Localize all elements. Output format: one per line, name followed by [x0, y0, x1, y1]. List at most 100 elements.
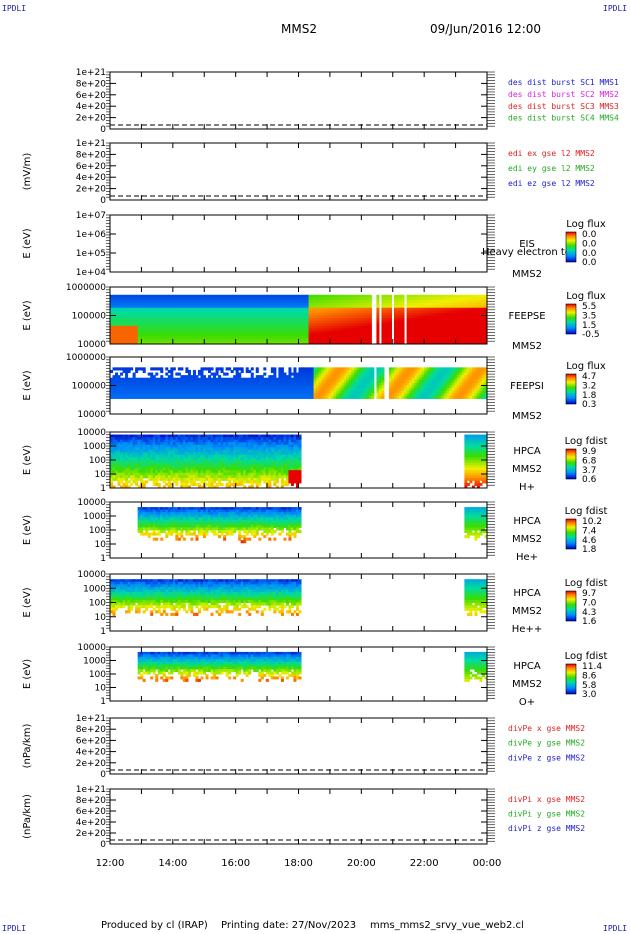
spectrogram-cell — [341, 395, 345, 399]
spectrogram-cell — [293, 325, 297, 329]
spectrogram-cell — [270, 336, 274, 340]
spectrogram-cell — [225, 377, 229, 381]
spectrogram-cell — [205, 338, 209, 342]
spectrogram-cell — [250, 294, 254, 298]
spectrogram-cell — [308, 382, 312, 386]
spectrogram-cell — [394, 338, 398, 342]
spectrogram-cell — [283, 390, 287, 394]
spectrogram-cell — [223, 336, 227, 340]
spectrogram-cell — [439, 297, 443, 301]
spectrogram-cell — [130, 377, 134, 381]
spectrogram-cell — [208, 336, 212, 340]
spectrogram-cell — [285, 331, 289, 335]
spectrogram-cell — [265, 336, 269, 340]
spectrogram-cell — [235, 299, 239, 304]
spectrogram-cell — [117, 447, 121, 451]
spectrogram-cell — [175, 299, 179, 304]
spectrogram-cell — [288, 336, 292, 340]
spectrogram-cell — [434, 369, 438, 374]
spectrogram-cell — [120, 320, 124, 324]
spectrogram-cell — [311, 318, 315, 322]
spectrogram-cell — [278, 294, 282, 298]
spectrogram-cell — [449, 328, 453, 332]
spectrogram-cell — [456, 297, 460, 301]
spectrogram-cell — [409, 331, 413, 335]
spectrogram-cell — [215, 341, 219, 345]
spectrogram-cell — [117, 390, 121, 394]
spectrogram-cell — [421, 307, 425, 311]
spectrogram-cell — [258, 333, 262, 337]
spectrogram-cell — [409, 307, 413, 311]
spectrogram-cell — [368, 302, 372, 306]
spectrogram-cell — [434, 312, 438, 316]
spectrogram-cell — [145, 325, 149, 329]
spectrogram-cell — [258, 336, 262, 340]
spectrogram-cell — [368, 318, 372, 322]
spectrogram-cell — [285, 320, 289, 324]
spectrogram-cell — [235, 380, 239, 384]
spectrogram-cell — [187, 380, 191, 384]
spectrogram-cell — [479, 307, 483, 311]
spectrogram-cell — [122, 385, 126, 389]
spectrogram-cell — [253, 395, 257, 399]
spectrogram-cell — [170, 380, 174, 384]
spectrogram-cell — [142, 382, 146, 386]
spectrogram-cell — [363, 328, 367, 332]
spectrogram-cell — [165, 297, 169, 301]
spectrogram-cell — [278, 336, 282, 340]
spectrogram-cell — [117, 439, 121, 443]
spectrogram-cell — [368, 385, 372, 389]
spectrogram-cell — [170, 367, 174, 371]
spectrogram-cell — [484, 388, 488, 392]
spectrogram-cell — [255, 305, 259, 309]
spectrogram-cell — [411, 367, 415, 371]
spectrogram-cell — [431, 395, 435, 399]
spectrogram-cell — [233, 377, 237, 381]
spectrogram-cell — [436, 331, 440, 335]
spectrogram-cell — [466, 395, 470, 399]
spectrogram-cell — [202, 395, 207, 399]
spectrogram-cell — [285, 390, 289, 394]
spectrogram-cell — [147, 307, 151, 311]
spectrogram-cell — [306, 302, 310, 306]
spectrogram-cell — [255, 338, 259, 342]
spectrogram-cell — [202, 325, 207, 329]
spectrogram-cell — [285, 341, 289, 345]
spectrogram-cell — [449, 385, 453, 389]
spectrogram-cell — [446, 367, 450, 371]
spectrogram-cell — [220, 369, 224, 374]
spectrogram-cell — [122, 390, 126, 394]
spectrogram-cell — [419, 325, 423, 329]
spectrogram-cell — [394, 375, 398, 379]
spectrogram-cell — [130, 467, 134, 471]
spectrogram-cell — [303, 393, 307, 397]
spectrogram-cell — [351, 318, 355, 322]
spectrogram-cell — [142, 377, 146, 381]
spectrogram-cell — [228, 323, 232, 327]
spectrogram-cell — [419, 382, 423, 386]
spectrogram-cell — [122, 307, 126, 311]
spectrogram-cell — [331, 320, 335, 324]
spectrogram-cell — [301, 375, 305, 379]
spectrogram-cell — [328, 333, 332, 337]
spectrogram-cell — [112, 382, 116, 386]
spectrogram-cell — [122, 323, 126, 327]
spectrogram-cell — [439, 336, 443, 340]
spectrogram-cell — [140, 331, 144, 335]
spectrogram-cell — [298, 336, 302, 340]
spectrogram-cell — [260, 338, 264, 342]
spectrogram-cell — [230, 382, 234, 386]
spectrogram-cell — [187, 372, 191, 376]
spectrogram-cell — [112, 467, 116, 471]
spectrogram-cell — [416, 318, 420, 322]
spectrogram-cell — [351, 333, 355, 337]
spectrogram-cell — [200, 385, 204, 389]
spectrogram-cell — [464, 385, 468, 389]
spectrogram-cell — [195, 318, 199, 322]
spectrogram-cell — [388, 297, 392, 301]
spectrogram-cell — [270, 375, 274, 379]
spectrogram-cell — [328, 318, 332, 322]
spectrogram-cell — [449, 302, 453, 306]
spectrogram-cell — [356, 323, 360, 327]
spectrogram-cell — [140, 323, 144, 327]
